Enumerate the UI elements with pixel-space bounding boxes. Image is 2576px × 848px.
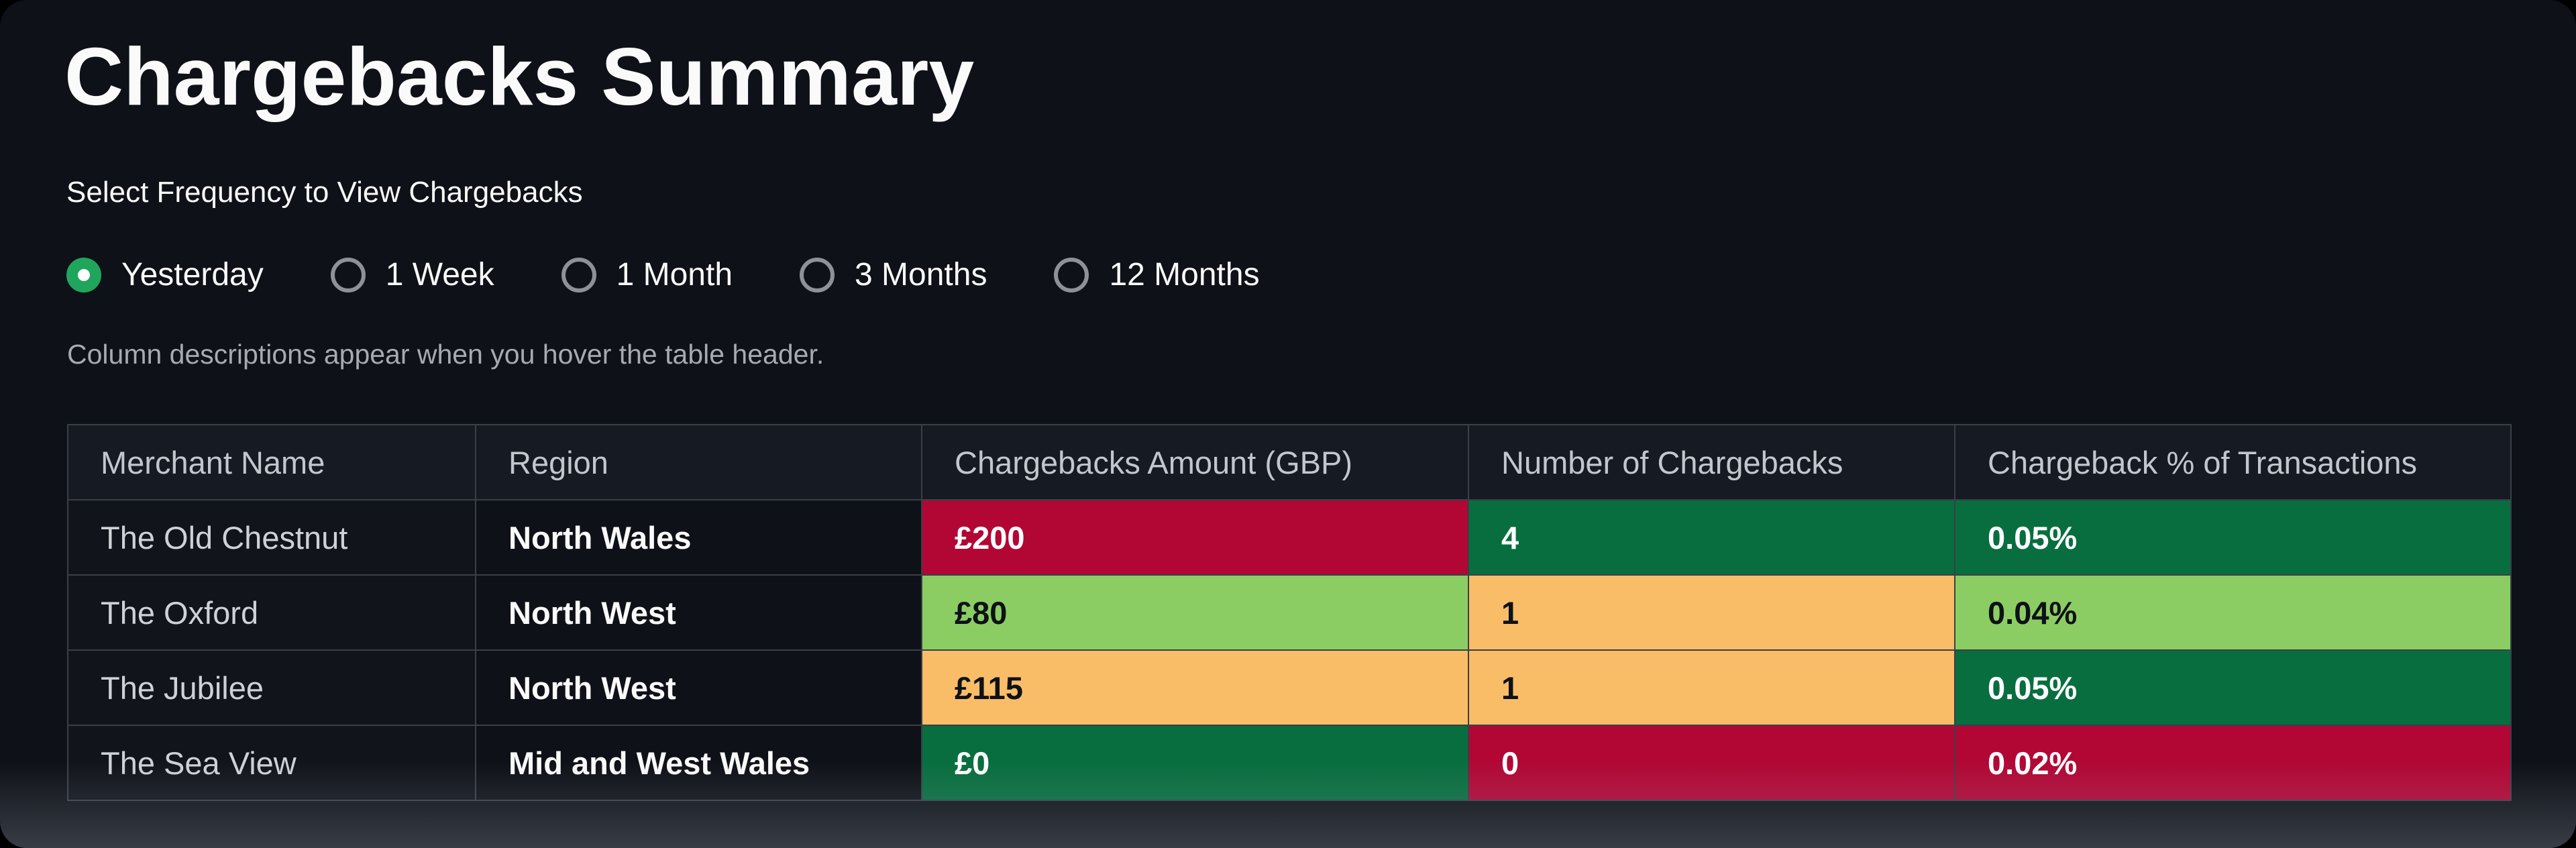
radio-icon xyxy=(561,257,596,293)
number-of-chargebacks-cell: 0 xyxy=(1468,725,1955,801)
chargebacks-table: Merchant Name Region Chargebacks Amount … xyxy=(67,424,2512,801)
merchant-name-cell: The Sea View xyxy=(67,725,476,801)
chargeback-pct-cell: 0.05% xyxy=(1954,499,2512,576)
chargebacks-amount-cell: £80 xyxy=(921,574,1469,651)
column-header-chargebacks-amount[interactable]: Chargebacks Amount (GBP) xyxy=(921,424,1469,500)
radio-option-1-month[interactable]: 1 Month xyxy=(561,256,733,293)
radio-icon xyxy=(1054,257,1089,293)
radio-option-label: 1 Week xyxy=(385,257,494,293)
region-cell: North West xyxy=(475,574,922,651)
radio-option-label: Yesterday xyxy=(121,257,264,293)
radio-option-label: 12 Months xyxy=(1109,257,1260,293)
column-header-chargeback-pct[interactable]: Chargeback % of Transactions xyxy=(1954,424,2512,500)
number-of-chargebacks-cell: 1 xyxy=(1468,574,1955,651)
radio-icon xyxy=(330,257,366,293)
region-cell: North Wales xyxy=(475,499,922,576)
merchant-name-cell: The Jubilee xyxy=(67,649,476,726)
table-row: The Oxford North West £80 1 0.04% xyxy=(67,574,2512,651)
table-header-row: Merchant Name Region Chargebacks Amount … xyxy=(67,424,2512,500)
frequency-select-label: Select Frequency to View Chargebacks xyxy=(66,176,583,209)
table-hover-hint-caption: Column descriptions appear when you hove… xyxy=(67,339,824,370)
column-header-region[interactable]: Region xyxy=(475,424,922,500)
column-header-merchant-name[interactable]: Merchant Name xyxy=(67,424,476,500)
merchant-name-cell: The Old Chestnut xyxy=(67,499,476,576)
table-row: The Sea View Mid and West Wales £0 0 0.0… xyxy=(67,725,2512,801)
radio-option-12-months[interactable]: 12 Months xyxy=(1054,256,1260,293)
table-header: Merchant Name Region Chargebacks Amount … xyxy=(67,424,2512,500)
frequency-radio-group: Yesterday 1 Week 1 Month 3 Months 12 Mon… xyxy=(66,256,1260,293)
radio-icon xyxy=(66,257,101,293)
table-body: The Old Chestnut North Wales £200 4 0.05… xyxy=(67,499,2512,801)
radio-option-label: 3 Months xyxy=(855,257,987,293)
region-cell: North West xyxy=(475,649,922,726)
page-title: Chargebacks Summary xyxy=(64,31,975,122)
region-cell: Mid and West Wales xyxy=(475,725,922,801)
radio-option-yesterday[interactable]: Yesterday xyxy=(66,256,264,293)
radio-option-label: 1 Month xyxy=(616,257,733,293)
table-row: The Jubilee North West £115 1 0.05% xyxy=(67,649,2512,726)
column-header-number-of-chargebacks[interactable]: Number of Chargebacks xyxy=(1468,424,1955,500)
number-of-chargebacks-cell: 4 xyxy=(1468,499,1955,576)
radio-option-3-months[interactable]: 3 Months xyxy=(800,256,987,293)
number-of-chargebacks-cell: 1 xyxy=(1468,649,1955,726)
radio-icon xyxy=(800,257,835,293)
chargebacks-amount-cell: £115 xyxy=(921,649,1469,726)
chargeback-pct-cell: 0.04% xyxy=(1954,574,2512,651)
chargebacks-amount-cell: £0 xyxy=(921,725,1469,801)
chargeback-pct-cell: 0.02% xyxy=(1954,725,2512,801)
table-row: The Old Chestnut North Wales £200 4 0.05… xyxy=(67,499,2512,576)
radio-dot-icon xyxy=(78,268,90,281)
radio-option-1-week[interactable]: 1 Week xyxy=(330,256,494,293)
chargeback-pct-cell: 0.05% xyxy=(1954,649,2512,726)
merchant-name-cell: The Oxford xyxy=(67,574,476,651)
chargebacks-amount-cell: £200 xyxy=(921,499,1469,576)
